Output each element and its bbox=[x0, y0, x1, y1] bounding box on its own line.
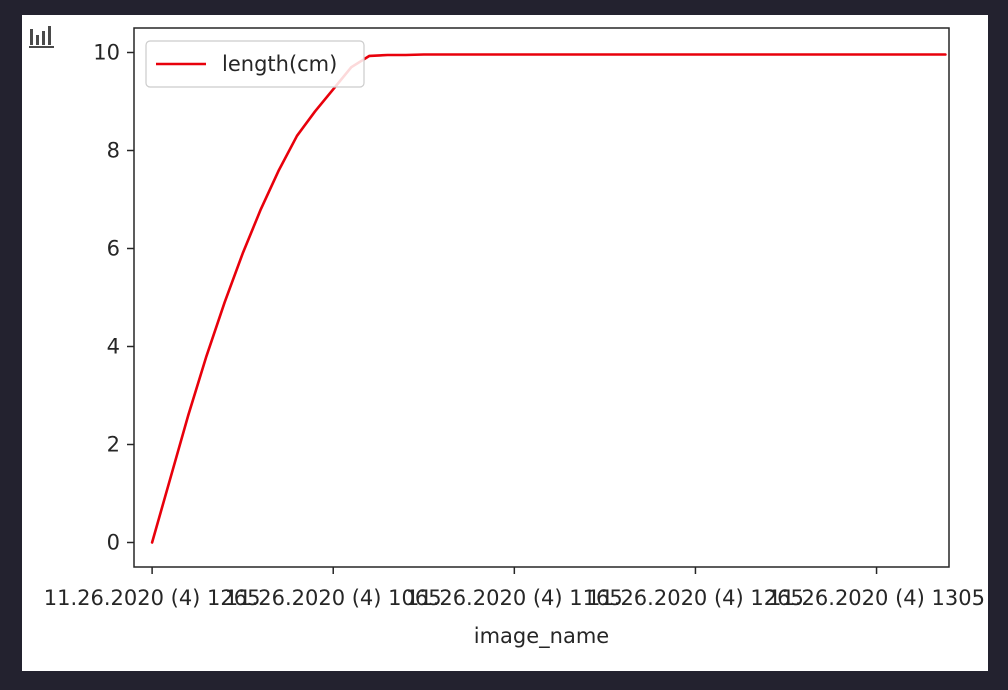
y-tick-label: 2 bbox=[107, 433, 120, 457]
x-tick-label: 11.26.2020 (4) 1265 bbox=[44, 586, 261, 610]
y-tick-label: 4 bbox=[107, 335, 120, 359]
legend-box bbox=[145, 40, 365, 88]
x-tick-label: 11.26.2020 (4) 1065 bbox=[225, 586, 442, 610]
legend-label: length(cm) bbox=[222, 52, 337, 76]
bar-chart-icon[interactable] bbox=[28, 23, 56, 49]
y-tick-label: 0 bbox=[107, 531, 120, 555]
legend: length(cm) bbox=[145, 40, 365, 88]
plot-area-border bbox=[133, 27, 950, 568]
x-tick-label: 11.26.2020 (4) 1305 bbox=[768, 586, 985, 610]
y-tick-label: 6 bbox=[107, 237, 120, 261]
x-axis-title: image_name bbox=[474, 624, 609, 649]
series-line-0 bbox=[150, 53, 947, 544]
x-tick-label: 11.26.2020 (4) 1165 bbox=[406, 586, 623, 610]
y-tick-label: 8 bbox=[107, 139, 120, 163]
y-tick-label: 10 bbox=[93, 41, 120, 65]
chart-frame: 0 2 4 6 8 10 11.26.2020 (4) 1265 11.26.2020 (4)… bbox=[22, 15, 988, 671]
x-tick-label: 11.26.2020 (4) 1265 bbox=[587, 586, 804, 610]
